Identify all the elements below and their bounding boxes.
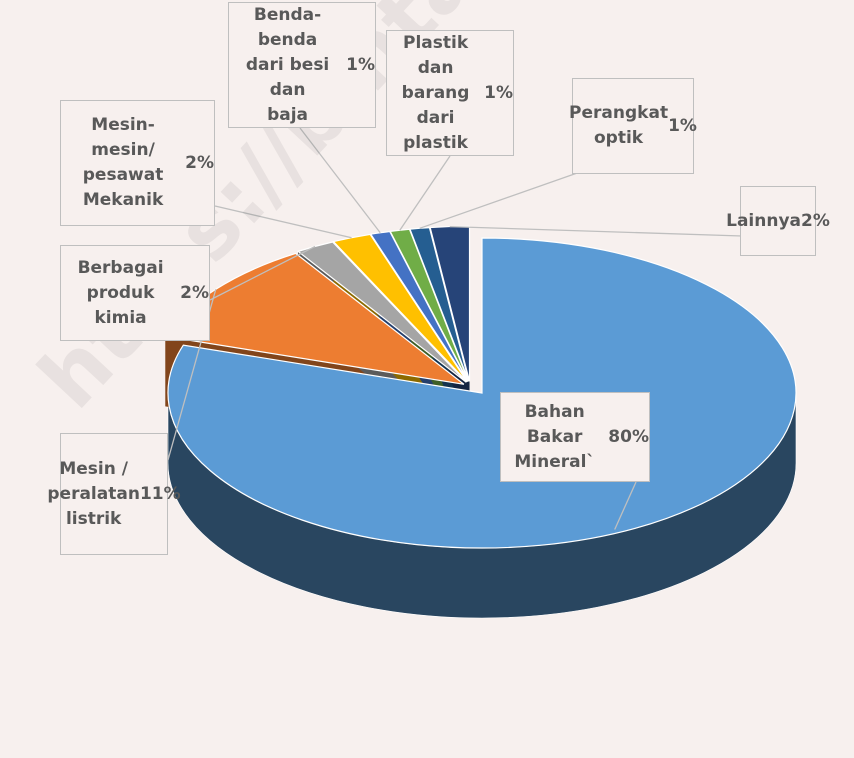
slice-label-name: Perangkat optik [569, 103, 669, 148]
slice-label-value: 2% [801, 210, 830, 231]
slice-label: Benda-benda dari besi dan baja 1% [228, 2, 376, 128]
leader-line [614, 481, 637, 530]
slice-label-value: 2% [180, 282, 209, 303]
slice-label-value: 2% [185, 152, 214, 173]
leader-line [399, 155, 451, 231]
slice-label: Mesin-mesin/ pesawat Mekanik 2% [60, 100, 215, 226]
pie-slice [296, 241, 467, 383]
leader-line-layer [167, 127, 743, 530]
slice-label: Bahan Bakar Mineral` 80% [500, 392, 650, 482]
slice-label: Berbagai produk kimia 2% [60, 245, 210, 341]
slice-label: Lainnya 2% [726, 186, 830, 256]
slice-label-name: Bahan Bakar Mineral` [514, 401, 595, 472]
slice-label-value: 1% [668, 115, 697, 136]
leader-line [209, 245, 316, 301]
slice-label-name: Plastik dan barang dari plastik [401, 32, 470, 153]
slice-label-value: 80% [608, 426, 649, 447]
slice-label-name: Berbagai produk kimia [77, 257, 164, 328]
slice-label-name: Mesin-mesin/ pesawat Mekanik [82, 115, 164, 210]
slice-label-value: 11% [139, 483, 181, 504]
slice-label-name: Mesin / peralatan listrik [47, 458, 140, 529]
slice-label: Plastik dan barang dari plastik 1% [386, 30, 514, 156]
slice-label-value: 1% [346, 54, 375, 75]
slice-label-name: Lainnya [726, 210, 802, 231]
slice-label: Perangkat optik 1% [569, 78, 697, 174]
slice-label-name: Benda-benda dari besi dan baja [245, 4, 330, 125]
leader-line [419, 164, 601, 229]
slice-label-value: 1% [484, 82, 513, 103]
leader-line [214, 205, 352, 239]
leader-line [449, 225, 743, 237]
slice-label: Mesin / peralatan listrik 11% [47, 433, 181, 555]
leader-line [299, 127, 381, 234]
pie-slice [332, 233, 468, 383]
